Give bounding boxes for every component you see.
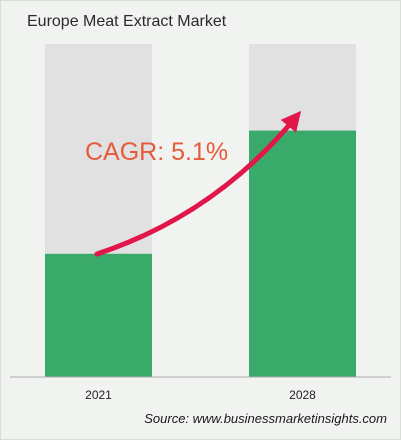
bars-group: [45, 44, 356, 377]
source-note: Source: www.businessmarketinsights.com: [144, 411, 387, 426]
x-tick-labels: 2021 2028: [85, 388, 316, 402]
cagr-annotation: CAGR: 5.1%: [85, 138, 228, 166]
x-tick-label-2021: 2021: [85, 388, 112, 402]
bar-2028: [249, 130, 356, 377]
x-tick-label-2028: 2028: [289, 388, 316, 402]
bar-2021: [45, 253, 152, 377]
chart-title: Europe Meat Extract Market: [27, 13, 227, 30]
growth-arrow: [94, 110, 302, 257]
